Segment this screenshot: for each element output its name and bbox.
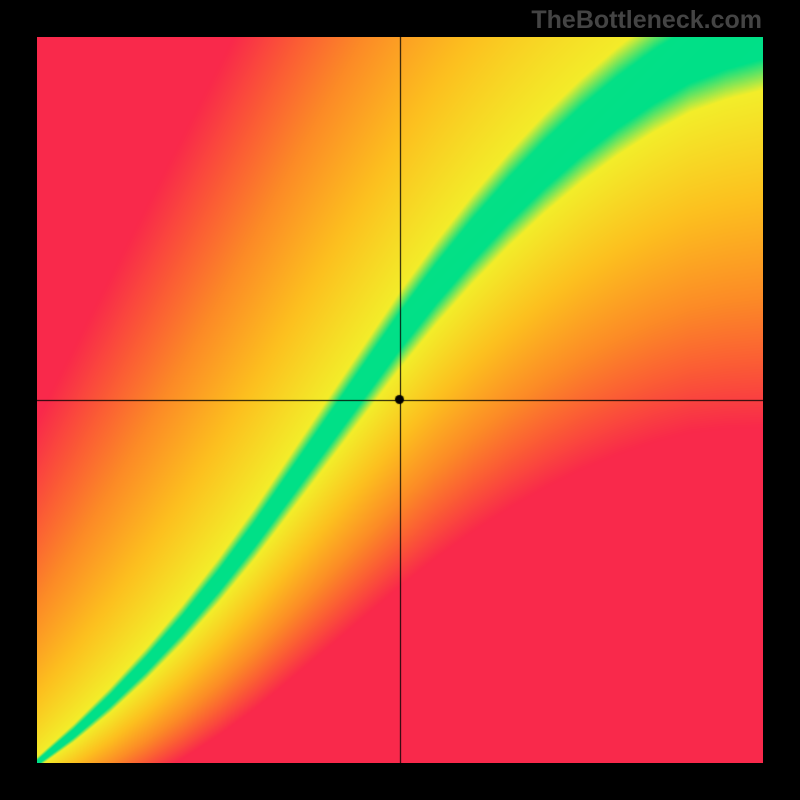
bottleneck-heatmap (37, 37, 763, 763)
chart-container: TheBottleneck.com (0, 0, 800, 800)
watermark: TheBottleneck.com (531, 6, 762, 35)
